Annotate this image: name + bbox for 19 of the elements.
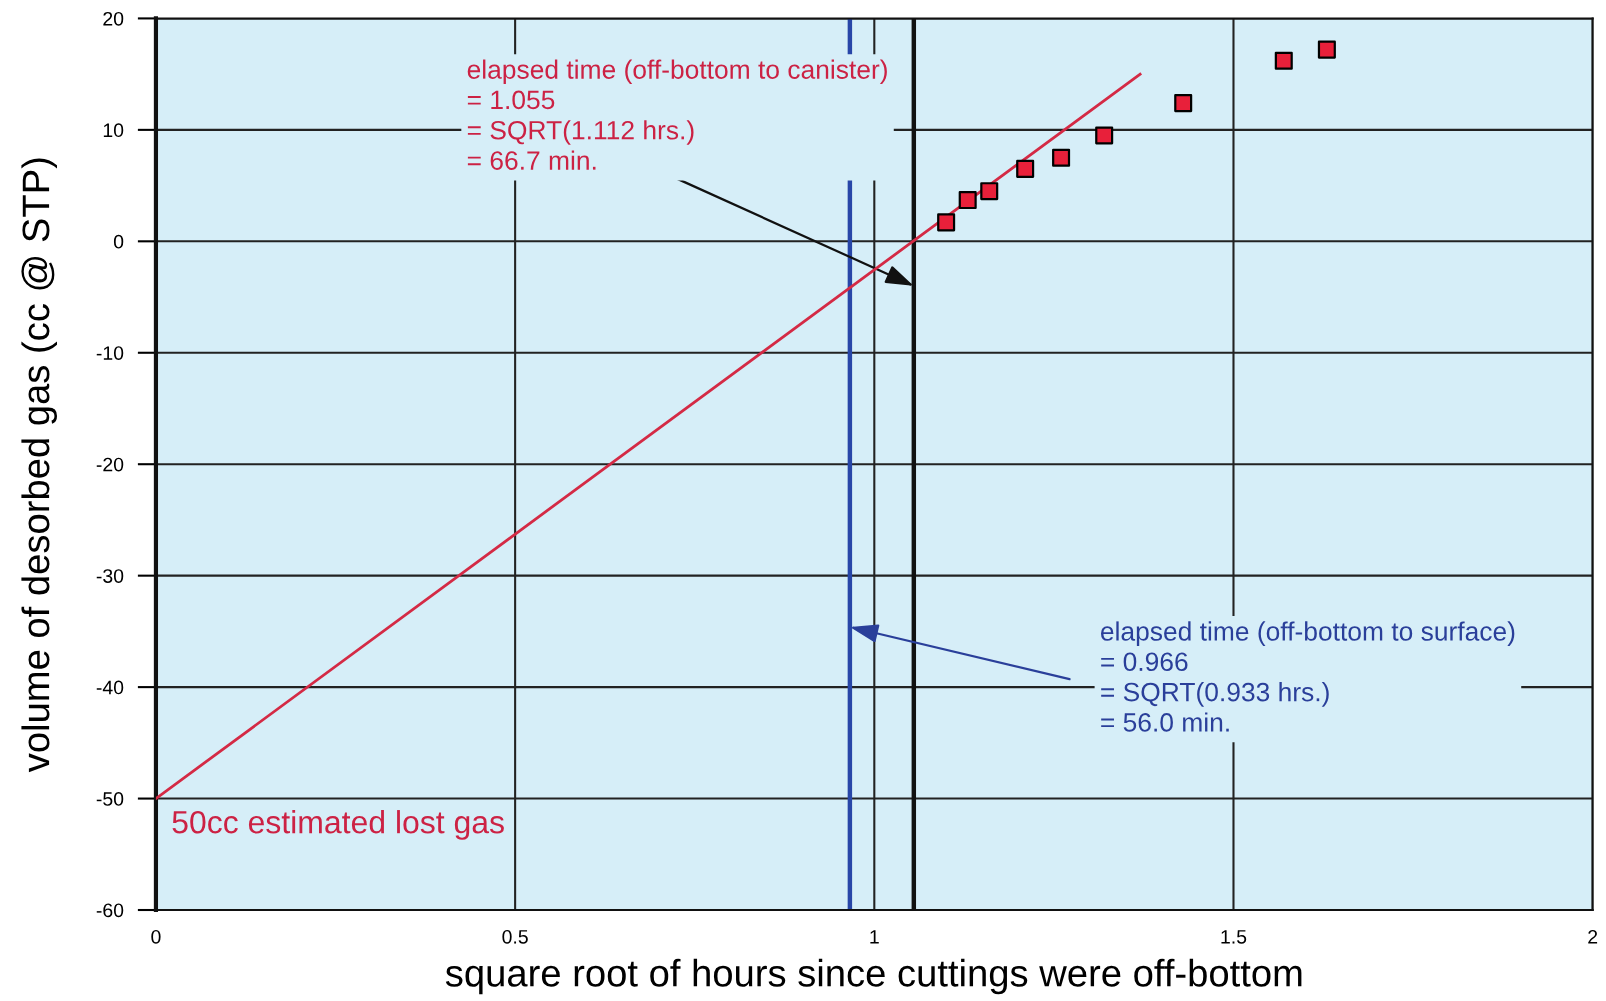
y-tick-label: -40 bbox=[96, 680, 124, 695]
x-tick-label: 1 bbox=[870, 930, 879, 944]
annotation: elapsed time (off-bottom to surface) = 0.966 = SQRT(0.933 hrs.) = 56.0 min. bbox=[1101, 621, 1515, 732]
x-tick-label: 0.5 bbox=[502, 929, 528, 944]
y-tick-label: -10 bbox=[96, 346, 124, 360]
y-axis-title: volume of desorbed gas (cc @ STP) bbox=[21, 158, 58, 773]
y-tick-label: 10 bbox=[103, 123, 124, 138]
y-tick-label: -30 bbox=[96, 569, 124, 583]
annotation: elapsed time (off-bottom to canister) = 1.055 = SQRT(1.112 hrs.) = 66.7 min. bbox=[467, 59, 887, 170]
y-tick-label: -60 bbox=[96, 903, 124, 918]
y-tick-label: 20 bbox=[103, 11, 124, 26]
y-tick-label: -50 bbox=[96, 792, 124, 806]
x-tick-label: 2 bbox=[1588, 929, 1598, 944]
x-tick-label: 1.5 bbox=[1221, 930, 1247, 944]
y-tick-label: 0 bbox=[113, 234, 124, 249]
y-tick-label: -20 bbox=[96, 457, 124, 472]
x-tick-label: 0 bbox=[151, 929, 161, 944]
annotation: 50cc estimated lost gas bbox=[172, 810, 504, 840]
x-axis-title: square root of hours since cuttings were off-bottom bbox=[445, 958, 1302, 995]
